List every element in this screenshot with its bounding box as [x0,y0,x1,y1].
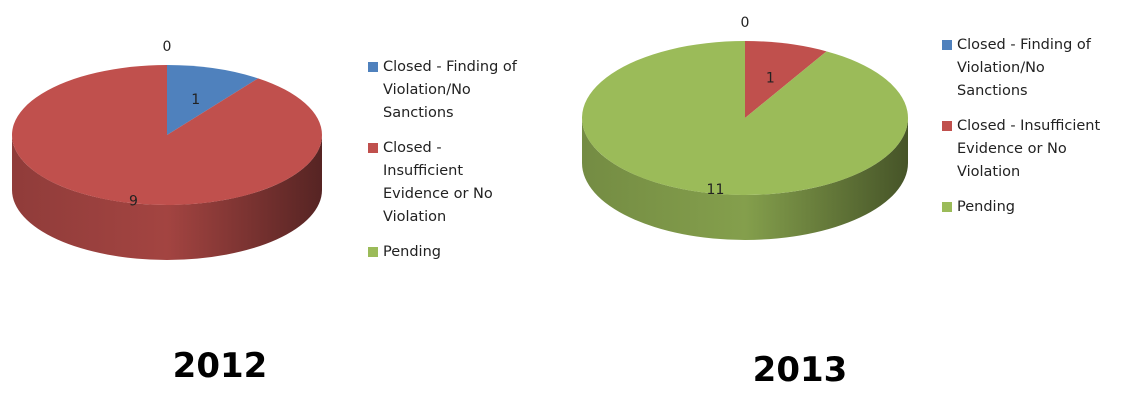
data-label: 0 [741,15,750,31]
slice [11,65,322,205]
slice [745,41,827,118]
legend-label: Pending [957,199,1015,215]
chart-title: 2013 [752,350,848,390]
legend: Closed - Finding of Violation/No Sanctio… [942,34,1102,231]
data-label: 1 [766,70,775,86]
data-label: 9 [129,194,138,210]
legend-label: Closed - Finding of Violation/No Sanctio… [957,37,1091,99]
slice-side [12,135,322,260]
data-label: 11 [707,182,725,198]
legend-swatch [942,121,952,131]
legend-swatch [368,247,378,257]
legend-item: Pending [942,196,1102,219]
legend-item: Closed - Finding of Violation/No Sanctio… [942,34,1102,103]
legend-swatch [942,202,952,212]
chart-title: 2012 [172,346,268,386]
legend-item: Pending [368,241,518,264]
legend-item: Closed - Finding of Violation/No Sanctio… [368,56,518,125]
data-label: 0 [163,39,172,55]
legend-swatch [942,40,952,50]
legend-item: Closed - Insufficient Evidence or No Vio… [942,115,1102,184]
legend-swatch [368,143,378,153]
legend-label: Pending [383,244,441,260]
legend-label: Closed - Insufficient Evidence or No Vio… [383,140,493,225]
legend: Closed - Finding of Violation/No Sanctio… [368,56,518,276]
slice [581,41,908,195]
slice-side [582,118,908,240]
legend-item: Closed - Insufficient Evidence or No Vio… [368,137,518,229]
data-label: 1 [191,92,200,108]
slice [167,65,259,135]
legend-label: Closed - Insufficient Evidence or No Vio… [957,118,1101,180]
legend-swatch [368,62,378,72]
legend-label: Closed - Finding of Violation/No Sanctio… [383,59,517,121]
